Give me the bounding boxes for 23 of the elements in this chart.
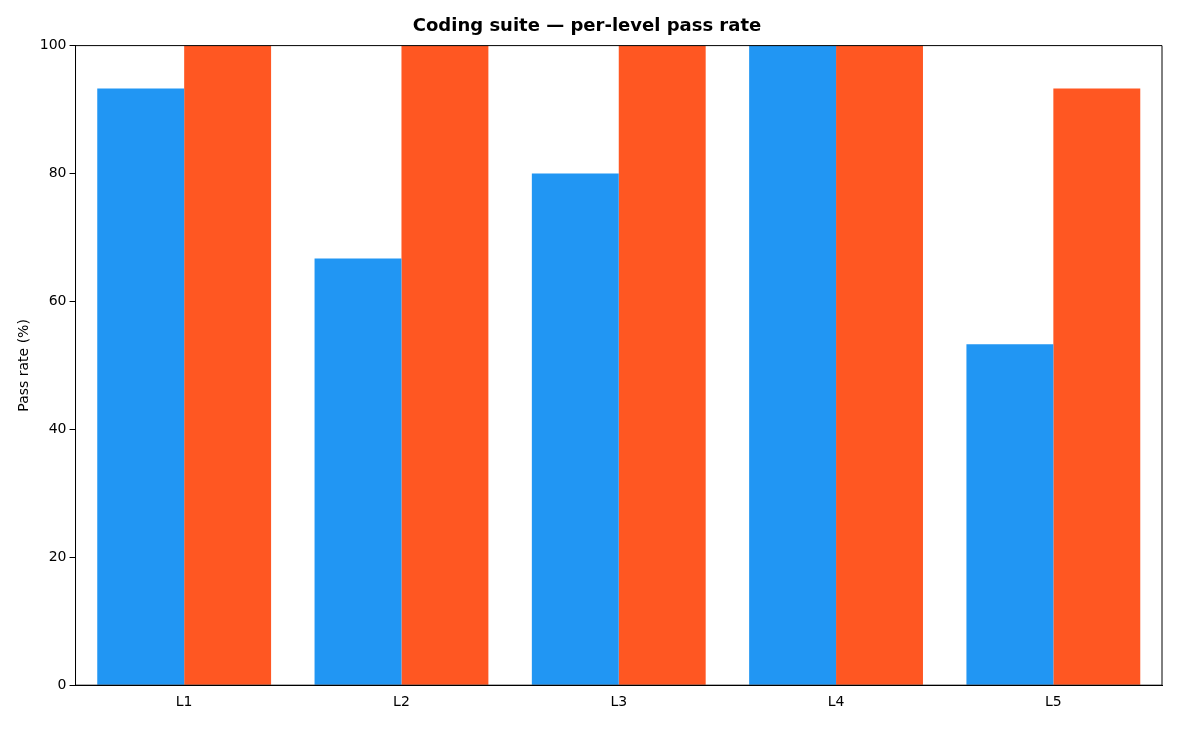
bar: [97, 88, 185, 685]
x-tick-label: L5: [1044, 693, 1062, 710]
bar: [531, 173, 619, 685]
bar: [184, 45, 272, 685]
x-tick-label: L3: [610, 693, 628, 710]
chart-title: Coding suite — per-level pass rate: [412, 14, 762, 36]
bar: [1053, 88, 1141, 685]
x-tick-label: L4: [827, 693, 845, 710]
y-tick-label: 100: [39, 36, 67, 53]
x-tick-label: L2: [393, 693, 410, 710]
y-axis-title: Pass rate (%): [15, 319, 32, 412]
y-tick-label: 60: [48, 292, 67, 309]
x-tick-label: L1: [175, 693, 193, 710]
y-tick-label: 80: [48, 164, 67, 181]
y-tick-label: 20: [48, 547, 67, 564]
bar: [618, 45, 706, 685]
bar: [836, 45, 923, 685]
bar: [966, 344, 1054, 685]
bar: [401, 45, 489, 685]
y-tick-label: 0: [57, 675, 67, 692]
bar: [749, 45, 837, 685]
y-tick-label: 40: [48, 420, 67, 436]
bar: [314, 258, 402, 685]
